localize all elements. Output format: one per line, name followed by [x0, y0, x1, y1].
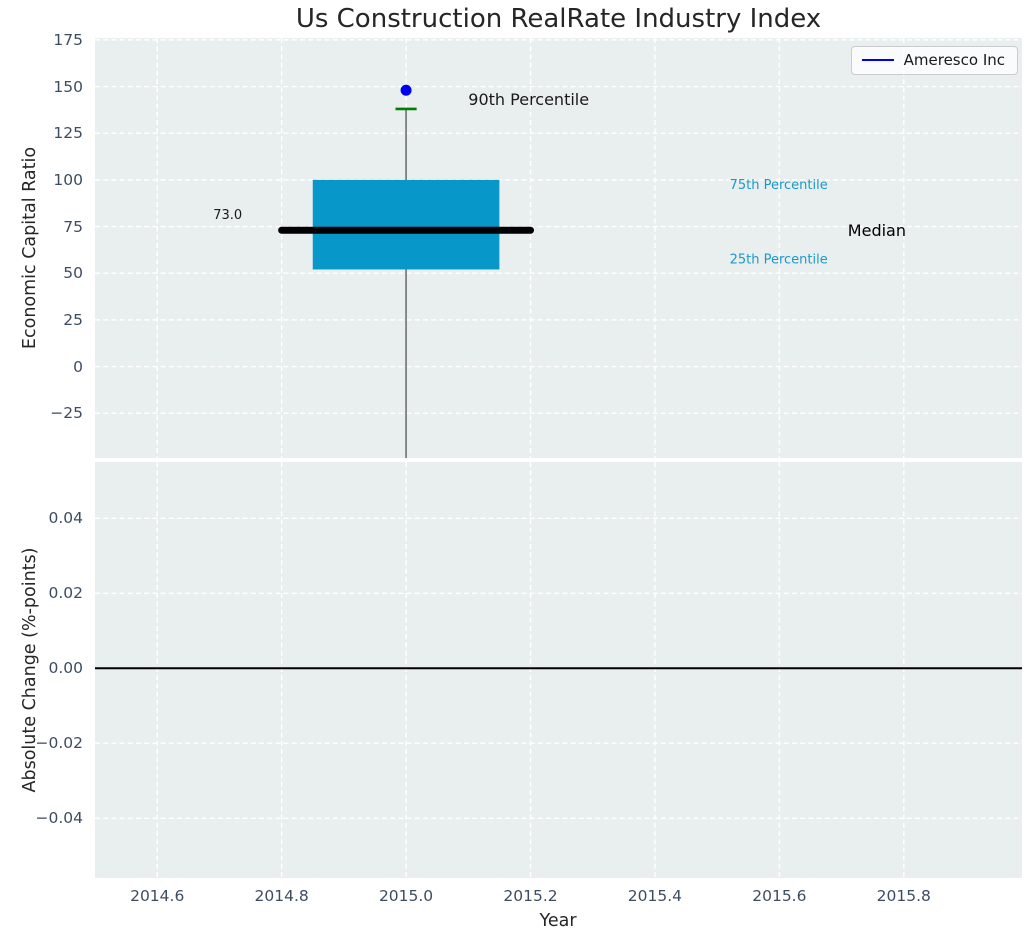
chart-title: Us Construction RealRate Industry Index	[295, 4, 822, 34]
y-tick-label: 0.00	[48, 659, 83, 678]
x-tick-label: 2014.8	[254, 887, 309, 905]
y-tick-label: 0.02	[48, 584, 83, 603]
y-tick-label: 50	[63, 264, 83, 283]
y-tick-label: −0.02	[35, 734, 84, 753]
y-tick-label: 75	[63, 217, 83, 236]
y-tick-label: −25	[50, 404, 83, 423]
legend-line-icon	[861, 59, 894, 61]
x-tick-label: 2015.2	[503, 887, 558, 905]
x-tick-label: 2015.4	[627, 887, 683, 905]
iqr-box	[312, 179, 500, 270]
annotation-median: Median	[848, 221, 906, 240]
annotation-median-value: 73.0	[213, 208, 242, 223]
legend-label: Ameresco Inc	[903, 51, 1005, 69]
y-tick-label: 100	[53, 170, 83, 189]
annotation-90th-percentile: 90th Percentile	[468, 90, 589, 109]
y-tick-label: 0.04	[48, 509, 83, 528]
y-tick-label: 125	[53, 124, 83, 143]
y-tick-label: 150	[53, 77, 83, 96]
boxplot-canvas: 90th Percentile 75th Percentile Median 25th…	[95, 38, 1022, 458]
x-tick-label: 2014.6	[130, 887, 185, 905]
x-axis-label: Year	[539, 911, 577, 931]
y-tick-label: −0.04	[35, 809, 84, 828]
annotation-25th-percentile: 25th Percentile	[730, 253, 828, 268]
x-tick-label: 2015.8	[876, 887, 931, 905]
legend: Ameresco Inc	[850, 46, 1018, 75]
y-tick-label: 175	[53, 30, 83, 49]
x-tick-label: 2015.0	[378, 887, 434, 905]
company-point	[400, 84, 412, 96]
y-tick-label: 25	[63, 310, 83, 329]
y-tick-label: 0	[73, 357, 83, 376]
bottom-axes	[95, 462, 1022, 878]
top-axes: 90th Percentile 75th Percentile Median 25th…	[95, 38, 1022, 458]
x-tick-label: 2015.6	[752, 887, 807, 905]
change-canvas	[95, 462, 1022, 878]
annotation-75th-percentile: 75th Percentile	[730, 178, 828, 193]
